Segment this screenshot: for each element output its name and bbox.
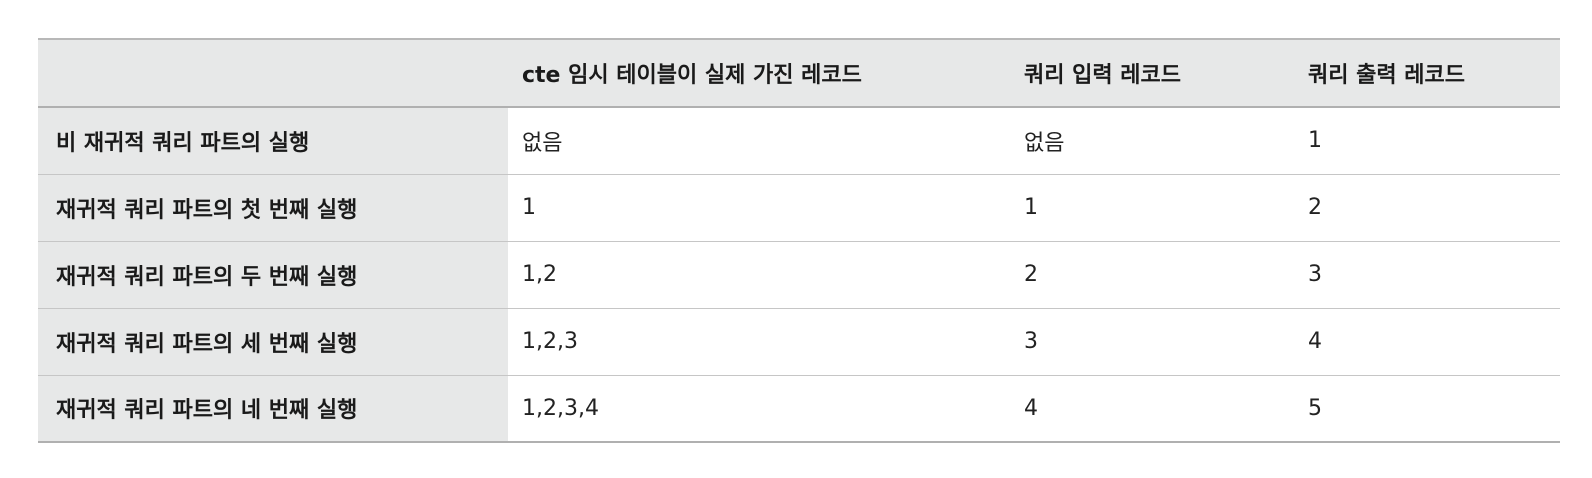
table-row: 재귀적 쿼리 파트의 네 번째 실행 1,2,3,4 4 5 bbox=[38, 375, 1560, 443]
cell-query-input: 없음 bbox=[1010, 107, 1294, 175]
header-cell-empty bbox=[38, 38, 508, 108]
cell-query-input: 3 bbox=[1010, 308, 1294, 376]
cell-query-input: 2 bbox=[1010, 241, 1294, 309]
cell-query-output: 5 bbox=[1294, 375, 1560, 443]
cell-cte-records: 1,2 bbox=[508, 241, 1010, 309]
table-row: 재귀적 쿼리 파트의 세 번째 실행 1,2,3 3 4 bbox=[38, 308, 1560, 376]
header-cell-query-output: 쿼리 출력 레코드 bbox=[1294, 38, 1560, 108]
cell-query-output: 4 bbox=[1294, 308, 1560, 376]
table-row: 재귀적 쿼리 파트의 첫 번째 실행 1 1 2 bbox=[38, 174, 1560, 242]
row-label: 재귀적 쿼리 파트의 세 번째 실행 bbox=[38, 308, 508, 376]
table-header: cte 임시 테이블이 실제 가진 레코드 쿼리 입력 레코드 쿼리 출력 레코… bbox=[38, 38, 1560, 108]
row-label: 재귀적 쿼리 파트의 첫 번째 실행 bbox=[38, 174, 508, 242]
cell-cte-records: 1 bbox=[508, 174, 1010, 242]
cell-cte-records: 1,2,3,4 bbox=[508, 375, 1010, 443]
recursive-cte-table-container: cte 임시 테이블이 실제 가진 레코드 쿼리 입력 레코드 쿼리 출력 레코… bbox=[38, 38, 1560, 443]
cell-cte-records: 1,2,3 bbox=[508, 308, 1010, 376]
row-label: 재귀적 쿼리 파트의 두 번째 실행 bbox=[38, 241, 508, 309]
header-row: cte 임시 테이블이 실제 가진 레코드 쿼리 입력 레코드 쿼리 출력 레코… bbox=[38, 38, 1560, 108]
recursive-cte-table: cte 임시 테이블이 실제 가진 레코드 쿼리 입력 레코드 쿼리 출력 레코… bbox=[38, 38, 1560, 443]
cell-cte-records: 없음 bbox=[508, 107, 1010, 175]
row-label: 비 재귀적 쿼리 파트의 실행 bbox=[38, 107, 508, 175]
cell-query-input: 1 bbox=[1010, 174, 1294, 242]
row-label: 재귀적 쿼리 파트의 네 번째 실행 bbox=[38, 375, 508, 443]
cell-query-output: 2 bbox=[1294, 174, 1560, 242]
cell-query-input: 4 bbox=[1010, 375, 1294, 443]
table-row: 비 재귀적 쿼리 파트의 실행 없음 없음 1 bbox=[38, 107, 1560, 175]
cell-query-output: 1 bbox=[1294, 107, 1560, 175]
table-body: 비 재귀적 쿼리 파트의 실행 없음 없음 1 재귀적 쿼리 파트의 첫 번째 … bbox=[38, 107, 1560, 443]
cell-query-output: 3 bbox=[1294, 241, 1560, 309]
header-cell-cte-records: cte 임시 테이블이 실제 가진 레코드 bbox=[508, 38, 1010, 108]
table-row: 재귀적 쿼리 파트의 두 번째 실행 1,2 2 3 bbox=[38, 241, 1560, 309]
header-cell-query-input: 쿼리 입력 레코드 bbox=[1010, 38, 1294, 108]
